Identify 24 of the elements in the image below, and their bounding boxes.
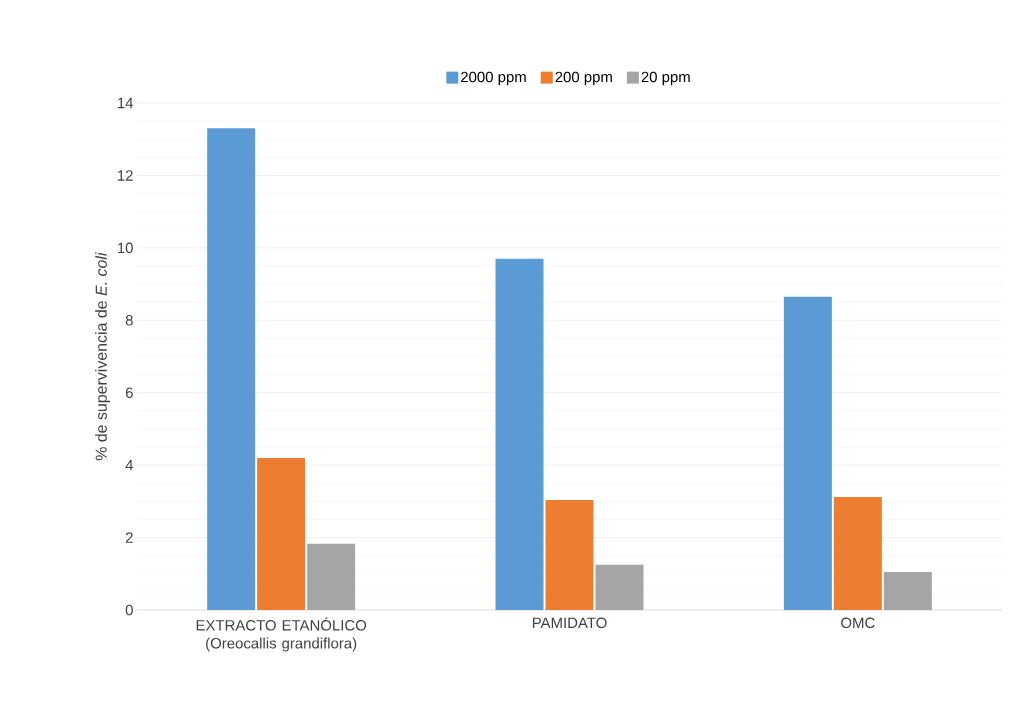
- legend-label: 2000 ppm: [461, 71, 526, 86]
- y-tick-label: 4: [125, 460, 134, 471]
- bar: [257, 457, 306, 610]
- y-axis-title: % de supervivencia de E. coli: [95, 252, 111, 461]
- y-tick-label: 0: [125, 604, 133, 616]
- legend-label: 20 ppm: [641, 71, 690, 86]
- bar: [307, 543, 356, 610]
- bar: [495, 258, 544, 610]
- y-tick-label: 2: [125, 532, 133, 543]
- y-tick-label: 8: [125, 314, 133, 326]
- y-tick-label: 12: [118, 170, 133, 181]
- bar: [883, 571, 932, 610]
- x-tick-label: EXTRACTO ETANÓLICO (Oreocallis grandiflora): [196, 617, 367, 652]
- bar: [783, 296, 832, 610]
- y-tick-label: 10: [118, 242, 133, 254]
- bar: [595, 564, 644, 610]
- x-tick-label: PAMIDATO: [532, 617, 607, 629]
- y-tick-label: 6: [125, 387, 133, 398]
- x-tick-label: OMC: [841, 617, 875, 629]
- bar: [207, 128, 256, 610]
- y-tick-label: 14: [118, 97, 134, 109]
- legend-label: 200 ppm: [555, 71, 612, 86]
- bar: [545, 499, 594, 610]
- bar: [833, 497, 882, 610]
